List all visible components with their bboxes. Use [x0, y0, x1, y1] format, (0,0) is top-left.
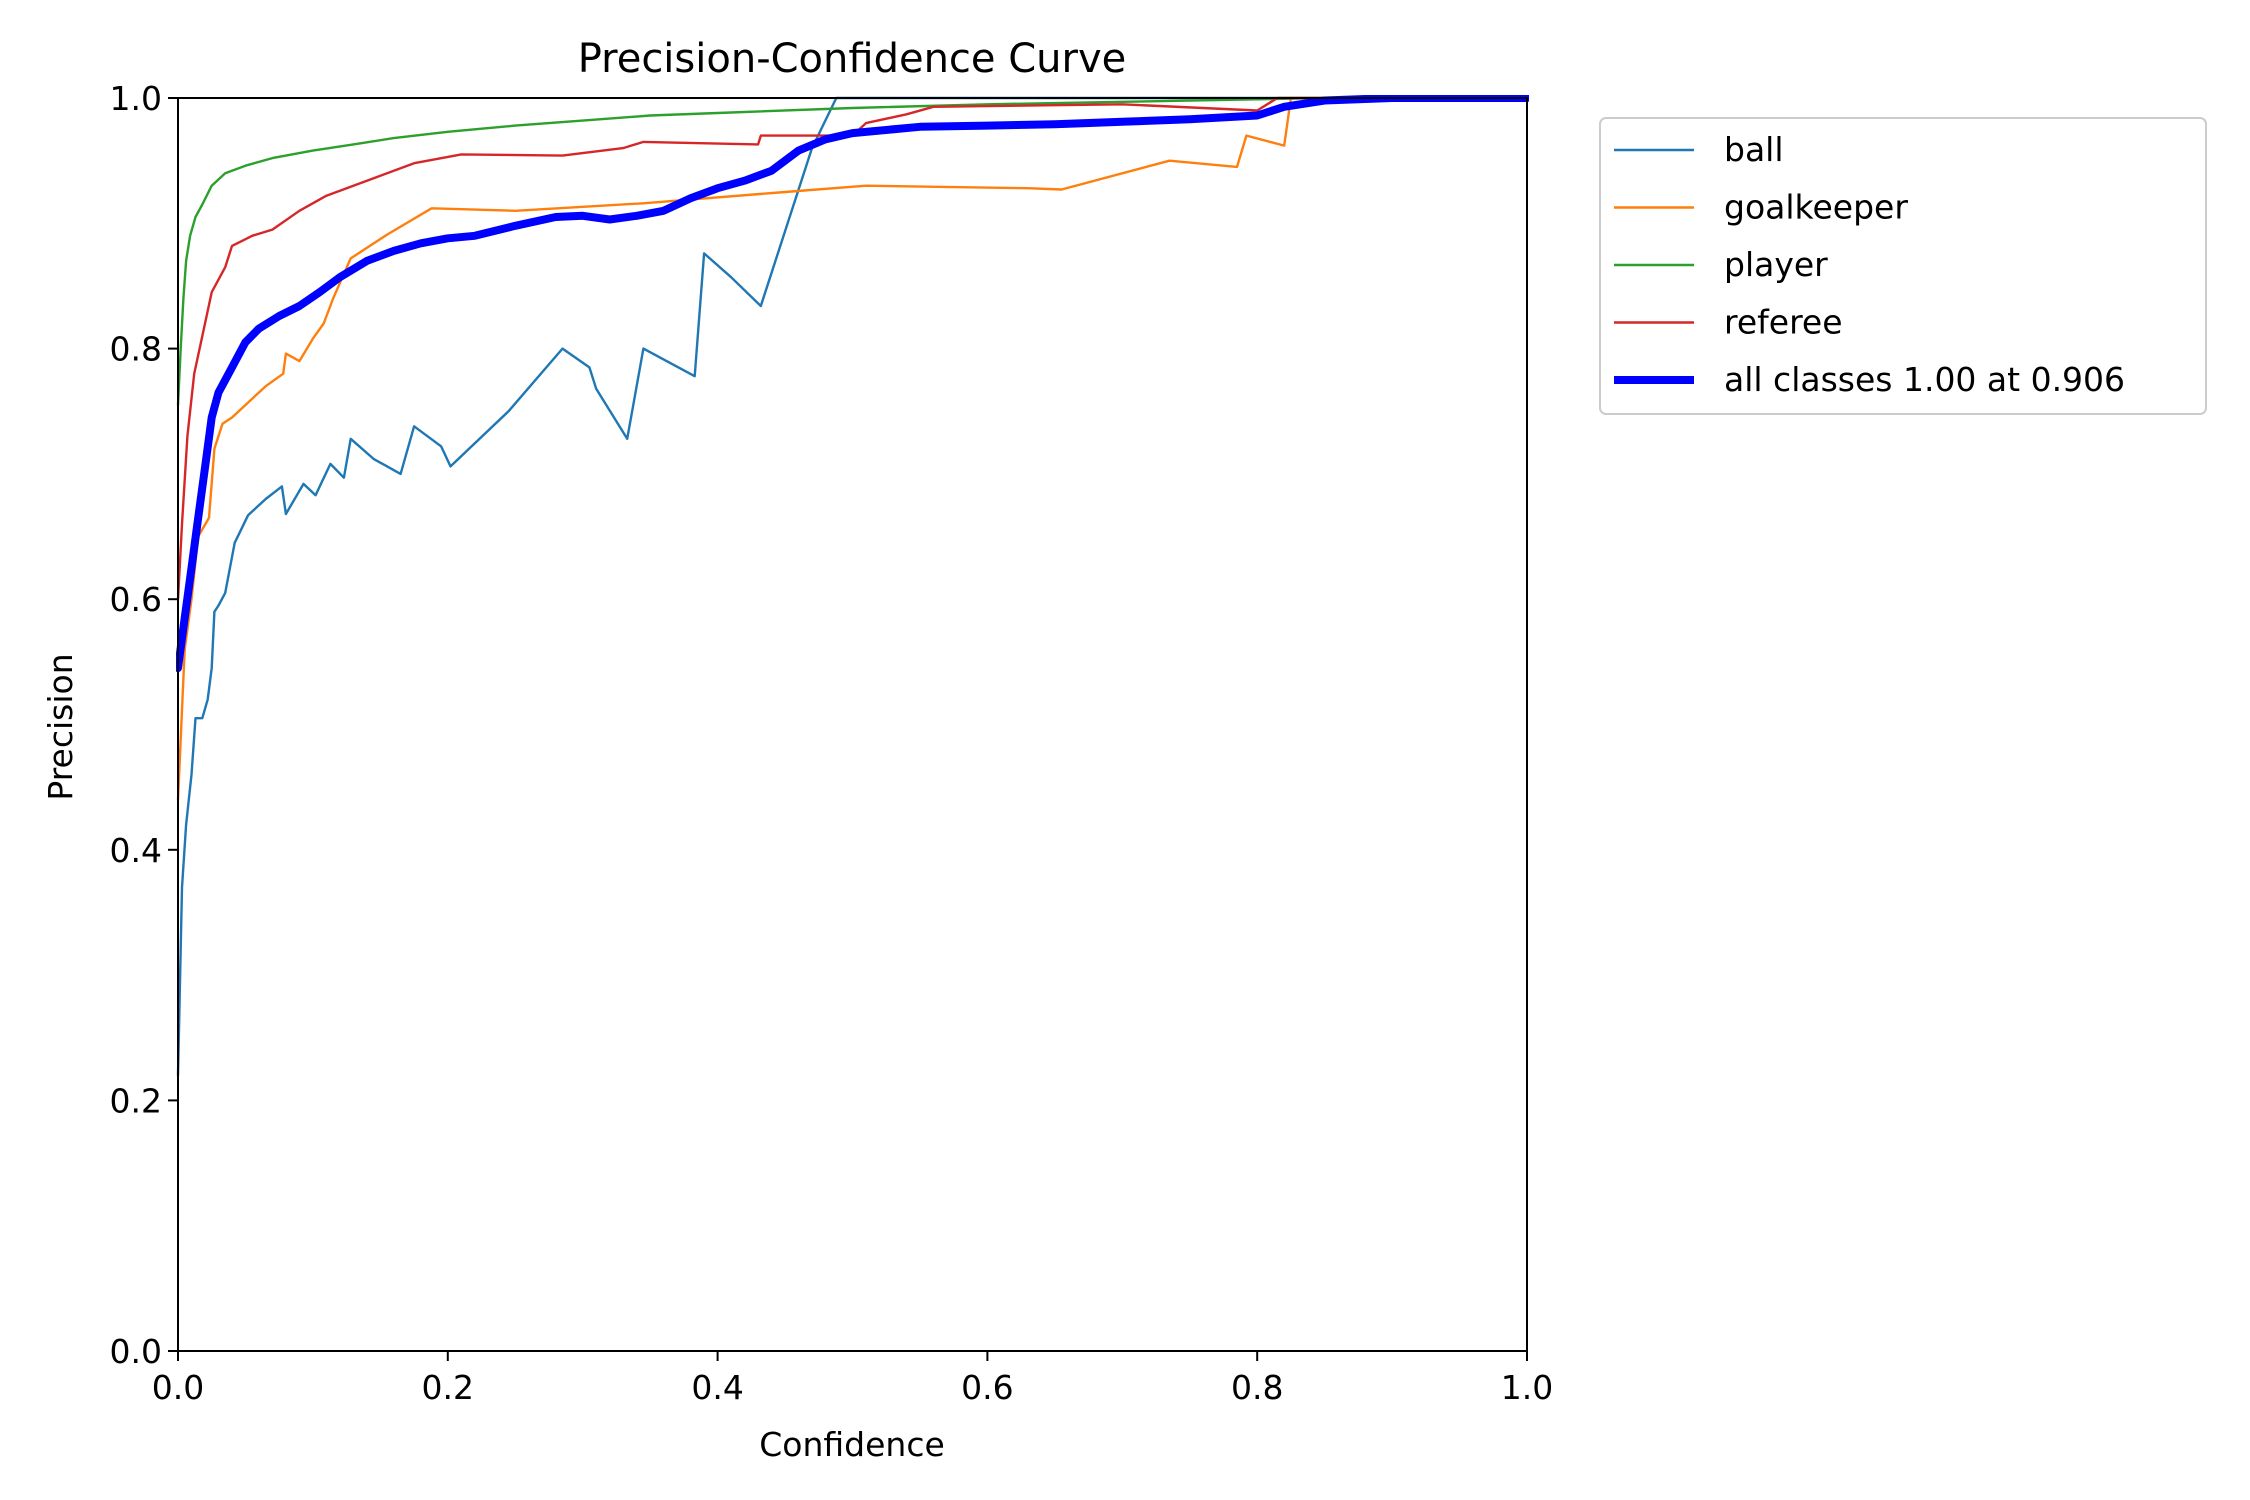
y-tick-label: 1.0: [110, 79, 162, 118]
legend: ball goalkeeper player referee all classes 1…: [1599, 117, 2207, 415]
legend-label: referee: [1724, 303, 1843, 342]
legend-label: player: [1724, 245, 1828, 284]
x-tick-label: 0.8: [1231, 1368, 1283, 1407]
y-tick-label: 0.4: [110, 831, 162, 870]
chart-title: Precision-Confidence Curve: [578, 36, 1127, 82]
plot-frame: [177, 97, 1528, 1352]
series-line-0: [176, 96, 1529, 1077]
legend-frame: [1599, 117, 2207, 415]
series-layer: [176, 95, 1529, 1077]
y-tick-label: 0.0: [110, 1332, 162, 1371]
y-tick-label: 0.2: [110, 1081, 162, 1120]
legend-label: all classes 1.00 at 0.906: [1724, 360, 2125, 399]
x-tick-label: 0.2: [422, 1368, 474, 1407]
x-tick-label: 1.0: [1501, 1368, 1553, 1407]
x-tick-label: 0.4: [691, 1368, 743, 1407]
series-line-2: [176, 96, 1529, 407]
series-line-4: [176, 95, 1529, 673]
x-tick-label: 0.0: [152, 1368, 204, 1407]
x-axis: 0.0 0.2 0.4 0.6 0.8 1.0: [152, 1351, 1553, 1407]
y-axis: 0.0 0.2 0.4 0.6 0.8 1.0: [110, 79, 178, 1371]
y-axis-label: Precision: [41, 653, 80, 800]
y-tick-label: 0.8: [110, 330, 162, 369]
y-tick-label: 0.6: [110, 580, 162, 619]
legend-label: ball: [1724, 130, 1784, 169]
x-tick-label: 0.6: [961, 1368, 1013, 1407]
series-line-3: [176, 96, 1529, 601]
legend-label: goalkeeper: [1724, 188, 1908, 227]
x-axis-label: Confidence: [759, 1425, 945, 1464]
series-line-1: [176, 96, 1529, 801]
